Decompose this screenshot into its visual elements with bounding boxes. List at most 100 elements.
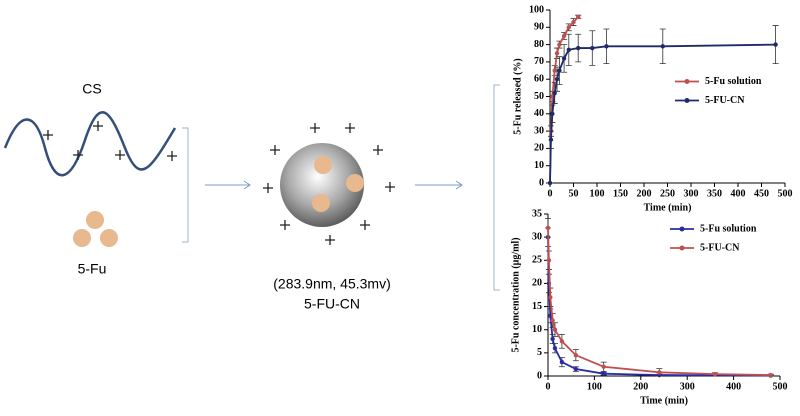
legend-label: 5-Fu solution: [700, 223, 757, 234]
x-tick-label: 200: [637, 188, 652, 199]
y-tick-label: 10: [532, 324, 542, 335]
arrow: [415, 180, 463, 190]
y-tick-label: 35: [532, 208, 542, 219]
data-point: [566, 25, 571, 30]
charge: [385, 182, 395, 192]
nanoparticle: [280, 143, 364, 227]
data-point: [576, 45, 581, 51]
data-point: [545, 225, 551, 231]
x-tick-label: 450: [754, 188, 769, 199]
charge: [360, 220, 370, 230]
x-tick-label: 500: [778, 188, 793, 199]
data-point: [773, 42, 778, 47]
y-axis-label: 5-Fu released (%): [512, 58, 523, 134]
y-tick-label: 5: [537, 347, 542, 358]
data-point: [550, 336, 555, 342]
x-tick-label: 500: [773, 381, 788, 392]
x-axis-label: Time (min): [644, 202, 692, 213]
data-point: [557, 68, 562, 73]
y-tick-label: 100: [529, 4, 544, 15]
x-tick-label: 250: [660, 188, 675, 199]
polymer-chain: [3, 111, 177, 177]
legend-label: 5-FU-CN: [705, 95, 745, 106]
charge: [167, 151, 177, 161]
y-tick-label: 40: [534, 108, 544, 119]
data-point: [550, 318, 555, 323]
data-point: [573, 352, 579, 358]
y-tick-label: 20: [534, 143, 544, 154]
data-point: [552, 68, 557, 73]
legend-marker: [679, 245, 685, 251]
data-point: [590, 45, 595, 51]
y-tick-label: 70: [534, 56, 544, 67]
x-tick-label: 0: [546, 381, 551, 392]
x-tick-label: 300: [684, 188, 699, 199]
bracket: [493, 84, 500, 291]
data-point: [559, 359, 565, 365]
data-point: [547, 180, 553, 186]
charge: [43, 130, 53, 140]
charge: [325, 235, 335, 245]
charge: [115, 150, 125, 160]
data-point: [552, 90, 557, 96]
particle-size: (283.9nm, 45.3mv): [273, 276, 391, 292]
y-tick-label: 25: [532, 255, 542, 266]
data-point: [573, 366, 579, 372]
data-point: [601, 364, 606, 369]
data-point: [561, 33, 567, 39]
drug-label: 5-Fu: [78, 261, 107, 277]
polymer-label: CS: [82, 81, 101, 97]
x-tick-label: 0: [548, 188, 553, 199]
x-tick-label: 300: [680, 381, 695, 392]
data-point: [571, 19, 576, 25]
charge: [280, 220, 290, 230]
y-tick-label: 50: [534, 91, 544, 102]
data-point: [660, 44, 665, 49]
y-tick-label: 15: [532, 301, 542, 312]
x-tick-label: 350: [707, 188, 722, 199]
x-tick-label: 50: [569, 188, 579, 199]
y-tick-label: 30: [534, 125, 544, 136]
data-point: [554, 77, 560, 82]
charge: [73, 150, 83, 160]
legend-marker: [684, 98, 690, 103]
data-point: [552, 346, 558, 351]
legend-marker: [684, 79, 690, 84]
y-tick-label: 90: [534, 22, 544, 33]
charge: [263, 183, 273, 193]
y-tick-label: 30: [532, 231, 542, 242]
y-axis-label: 5-Fu concentration (μg/ml): [510, 237, 521, 352]
arrow: [205, 180, 251, 190]
charge: [345, 123, 355, 133]
data-point: [548, 295, 553, 300]
y-tick-label: 60: [534, 73, 544, 84]
x-tick-label: 400: [726, 381, 741, 392]
y-tick-label: 0: [539, 177, 544, 188]
data-point: [552, 327, 558, 332]
data-point: [554, 51, 560, 56]
bracket: [182, 127, 189, 243]
data-point: [601, 371, 606, 376]
x-tick-label: 150: [613, 188, 628, 199]
data-point: [546, 258, 552, 263]
data-point: [561, 56, 567, 61]
loaded-drug: [312, 156, 364, 212]
y-tick-label: 80: [534, 39, 544, 50]
data-point: [559, 339, 565, 344]
charge: [373, 145, 383, 155]
charge: [310, 123, 320, 133]
x-tick-label: 100: [590, 188, 605, 199]
data-point: [768, 372, 773, 378]
data-point: [576, 14, 581, 20]
y-tick-label: 20: [532, 278, 542, 289]
legend-marker: [679, 226, 685, 232]
charges: [43, 121, 395, 245]
y-tick-label: 10: [534, 160, 544, 171]
x-tick-label: 200: [633, 381, 648, 392]
series-line: [549, 43, 776, 184]
data-point: [548, 137, 554, 142]
legend-label: 5-FU-CN: [700, 242, 740, 253]
charge: [270, 145, 280, 155]
legend-label: 5-Fu solution: [705, 76, 762, 87]
